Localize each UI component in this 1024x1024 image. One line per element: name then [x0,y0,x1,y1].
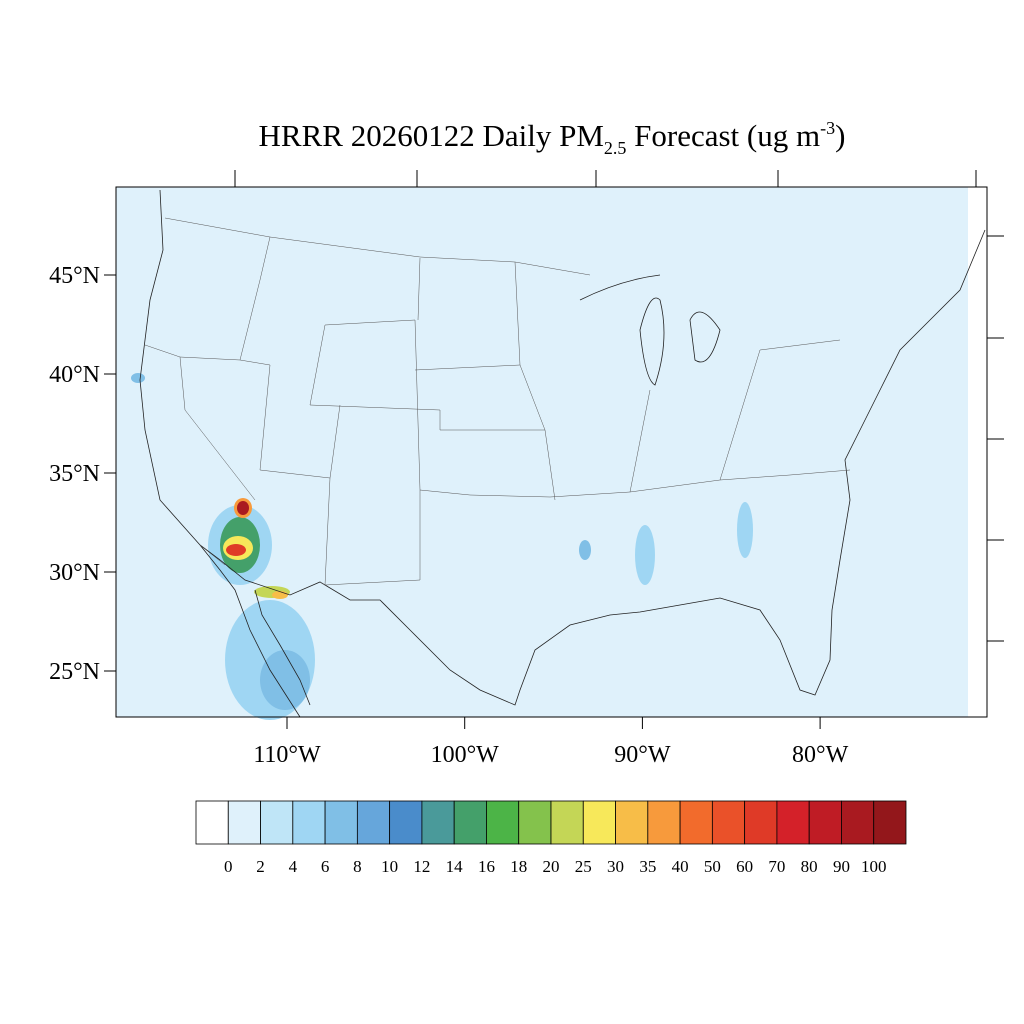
lon-tick-label: 90°W [614,742,671,768]
title-sub: 2.5 [604,138,627,158]
colorbar-box [518,800,552,845]
lon-tick-label: 110°W [253,742,321,768]
colorbar-label: 40 [672,857,689,876]
title-mid: Forecast (ug m [626,118,820,153]
lat-tick-label: 30°N [49,560,100,586]
colorbar-box [421,800,455,845]
colorbar-box [550,800,584,845]
plumes [131,373,753,720]
colorbar: 0 2 4 6 8 10 12 14 16 18 20 25 30 35 40 50 60 70 80 90 100 [195,800,907,876]
colorbar-box [647,800,681,845]
colorbar-box [615,800,649,845]
colorbar-label: 0 [224,857,233,876]
colorbar-label: 100 [861,857,887,876]
axes: 45°N 40°N 35°N 30°N 25°N 110°W 100°W 90°W 80°W [49,263,849,768]
colorbar-box [486,800,520,845]
lon-tick-label: 100°W [431,742,500,768]
colorbar-label: 20 [543,857,560,876]
lat-tick-label: 45°N [49,263,100,289]
lat-tick-label: 25°N [49,659,100,685]
colorbar-box [227,800,261,845]
colorbar-label: 8 [353,857,362,876]
colorbar-box [195,800,229,845]
colorbar-label: 30 [607,857,624,876]
colorbar-box [744,800,778,845]
colorbar-box [453,800,487,845]
colorbar-label: 60 [736,857,753,876]
colorbar-label: 25 [575,857,592,876]
lat-tick-label: 40°N [49,362,100,388]
colorbar-box [711,800,746,845]
colorbar-box [389,800,423,845]
colorbar-label: 35 [639,857,656,876]
colorbar-label: 12 [413,857,430,876]
colorbar-label: 50 [704,857,721,876]
colorbar-box [841,800,875,845]
edge-ticks [234,170,1004,642]
colorbar-label: 2 [256,857,265,876]
colorbar-label: 16 [478,857,495,876]
title-main: HRRR 20260122 Daily PM [259,118,604,153]
map-frame [115,186,988,718]
colorbar-label: 14 [446,857,464,876]
colorbar-box [776,800,810,845]
colorbar-label: 80 [801,857,818,876]
colorbar-label: 18 [510,857,527,876]
colorbar-label: 4 [289,857,298,876]
lat-tick-label: 35°N [49,461,100,487]
title-end: ) [835,118,845,153]
colorbar-label: 90 [833,857,850,876]
title-sup: -3 [820,118,835,138]
colorbar-box [260,800,294,845]
title: HRRR 20260122 Daily PM2.5 Forecast (ug m… [259,118,846,158]
colorbar-box [679,800,713,845]
map [116,187,986,720]
colorbar-label: 6 [321,857,330,876]
colorbar-box [582,800,616,845]
colorbar-label: 70 [768,857,785,876]
colorbar-box [324,800,358,845]
colorbar-box [292,800,326,845]
colorbar-box [356,800,391,845]
colorbar-box [808,800,842,845]
colorbar-box [873,800,907,845]
lon-tick-label: 80°W [792,742,849,768]
colorbar-label: 10 [381,857,398,876]
